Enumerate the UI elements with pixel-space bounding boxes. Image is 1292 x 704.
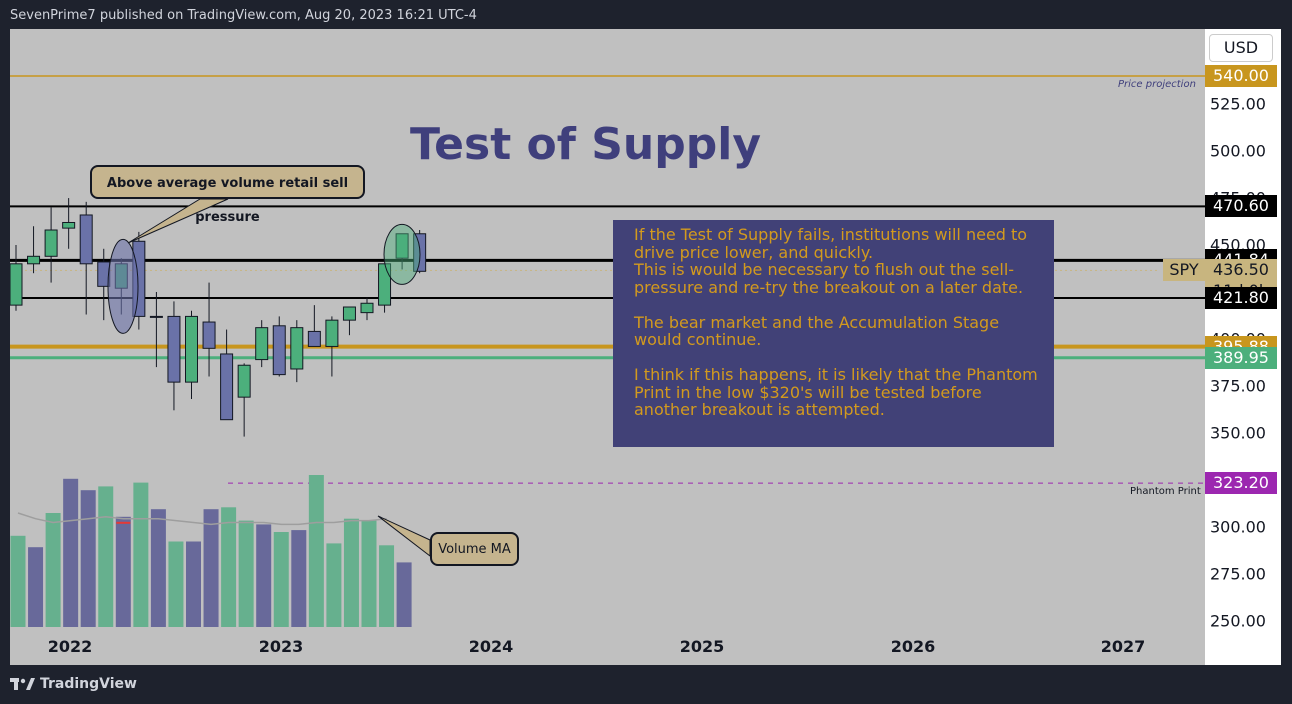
candle-body xyxy=(290,327,304,370)
highlight-ellipse-sell xyxy=(107,238,139,334)
volume-bar xyxy=(45,513,61,627)
price-tick: 250.00 xyxy=(1210,611,1266,631)
callout-sell-pressure: Above average volume retail sell pressur… xyxy=(90,165,365,225)
volume-bar xyxy=(115,516,131,627)
candle-body xyxy=(27,255,41,265)
candle-body xyxy=(10,263,23,306)
volume-bar xyxy=(186,541,201,627)
price-tick: 525.00 xyxy=(1210,94,1266,114)
chart-frame: Test of Supply Above average volume reta… xyxy=(10,29,1281,665)
volume-bar xyxy=(168,541,184,627)
publish-info: SevenPrime7 published on TradingView.com… xyxy=(10,8,477,23)
candle-body xyxy=(342,306,356,321)
volume-bar xyxy=(133,482,149,627)
currency-button[interactable]: USD xyxy=(1209,34,1273,62)
price-tick: 350.00 xyxy=(1210,423,1266,443)
phantom-print-label: Phantom Print xyxy=(1130,486,1201,497)
candle-body xyxy=(79,214,93,265)
price-chart xyxy=(10,75,1205,627)
time-tick: 2024 xyxy=(468,637,514,656)
volume-bar xyxy=(291,530,307,627)
volume-bar xyxy=(80,490,96,627)
candle-body xyxy=(220,353,234,421)
volume-ma-line xyxy=(17,512,387,526)
price-tag: 421.80 xyxy=(1205,286,1277,309)
price-tag: 540.00 xyxy=(1205,65,1277,87)
volume-bar xyxy=(98,486,114,627)
callout-pointer xyxy=(127,198,229,244)
volume-bar xyxy=(63,478,79,627)
volume-bar xyxy=(203,509,219,627)
chart-title: Test of Supply xyxy=(410,119,762,170)
candle-body xyxy=(272,325,286,376)
price-axis[interactable]: USD 525.00500.00475.00450.00425.00400.00… xyxy=(1205,29,1281,665)
price-tag: 470.60 xyxy=(1205,195,1277,218)
volume-bar xyxy=(10,535,26,627)
candle-body xyxy=(307,330,321,347)
price-tick: 275.00 xyxy=(1210,564,1266,584)
volume-bar xyxy=(379,545,395,627)
price-projection-label: Price projection xyxy=(1118,79,1196,90)
volume-bar xyxy=(343,518,359,627)
candle-body xyxy=(185,315,198,383)
candle-body xyxy=(202,321,216,349)
price-tick: 375.00 xyxy=(1210,376,1266,396)
time-axis[interactable]: 2022 2023 2024 2025 2026 2027 xyxy=(10,627,1205,665)
time-tick: 2026 xyxy=(890,637,936,656)
time-tick: 2027 xyxy=(1100,637,1146,656)
price-tag: 436.50 xyxy=(1205,259,1277,282)
footer-brand[interactable]: TradingView xyxy=(10,676,137,692)
candle-body xyxy=(149,315,163,318)
candle-body xyxy=(62,221,76,229)
tradingview-logo-icon xyxy=(10,678,35,690)
volume-bar xyxy=(396,562,412,627)
time-tick: 2023 xyxy=(258,637,304,656)
volume-bar xyxy=(238,520,254,627)
callout-volume-ma: Volume MA xyxy=(430,532,519,566)
candle-body xyxy=(255,327,269,361)
price-tick: 300.00 xyxy=(1210,517,1266,537)
volume-bar xyxy=(361,520,377,627)
symbol-label: SPY xyxy=(1163,259,1205,281)
candle-body xyxy=(395,233,409,259)
footer-brand-text: TradingView xyxy=(40,676,137,692)
volume-bar xyxy=(326,543,342,627)
info-box: If the Test of Supply fails, institution… xyxy=(613,220,1054,447)
volume-bar xyxy=(256,524,272,627)
price-tick: 500.00 xyxy=(1210,141,1266,161)
price-tag: 323.20 xyxy=(1205,472,1277,495)
volume-bar xyxy=(28,547,44,627)
volume-bar xyxy=(308,475,324,627)
plot-area[interactable]: Test of Supply Above average volume reta… xyxy=(10,29,1205,627)
price-tag: 389.95 xyxy=(1205,346,1277,369)
volume-bar xyxy=(221,507,237,627)
candle-body xyxy=(325,319,339,347)
time-tick: 2022 xyxy=(47,637,93,656)
candle-body xyxy=(44,229,58,257)
candle-body xyxy=(237,364,251,398)
time-tick: 2025 xyxy=(679,637,725,656)
volume-bar xyxy=(150,509,166,627)
volume-bar xyxy=(273,532,289,627)
candle-body xyxy=(167,315,181,383)
candle-body xyxy=(360,302,374,314)
highlight-ellipse-test xyxy=(383,223,421,285)
